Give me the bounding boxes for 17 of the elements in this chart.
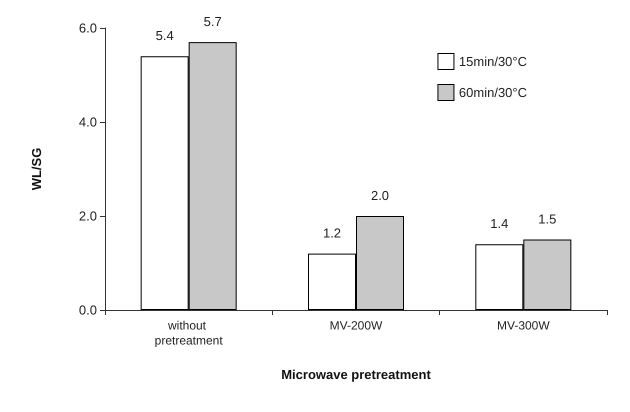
y-tick-label: 6.0 [78,20,97,36]
data-label: 5.7 [204,14,222,30]
data-label: 5.4 [156,28,174,44]
data-label: 1.2 [322,226,342,241]
legend-label: 60min/30°C [458,85,528,100]
y-axis-title: WL/SG [29,148,44,190]
y-tick-label: 0.0 [78,302,97,318]
data-label: 1.4 [490,216,508,232]
data-label: 2.0 [370,188,390,203]
y-tick-label: 2.0 [78,208,97,224]
x-tick-label: MV-300W [496,318,550,332]
data-label: 1.5 [538,212,556,226]
x-tick-label: without pretreatment [154,318,224,348]
legend-label: 15min/30°C [458,54,528,69]
x-axis-title: Microwave pretreatment [281,367,432,382]
x-tick-label: MV-200W [330,318,384,332]
y-tick-label: 4.0 [78,114,97,130]
